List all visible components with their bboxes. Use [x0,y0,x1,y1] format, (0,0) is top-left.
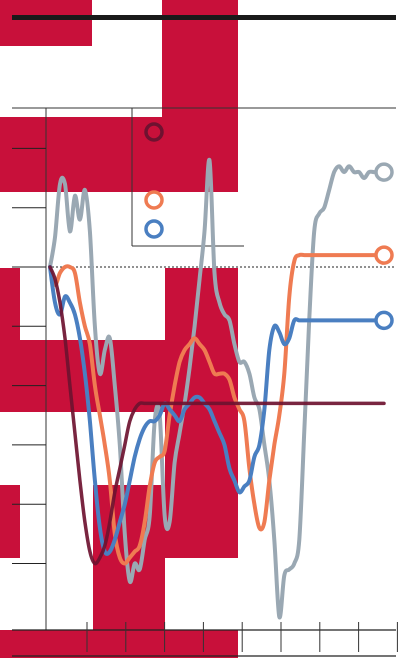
background-block [0,485,20,558]
y-axis-ticks [12,147,46,564]
series-line-dark [48,265,386,566]
end-marker-gray [374,162,394,182]
background-block [0,630,238,658]
legend-marker-dark [144,122,164,142]
series-line-gray [48,158,386,620]
end-markers [374,162,394,331]
end-marker-blue [374,310,394,331]
background-block [0,0,92,46]
x-axis-ticks [86,622,398,652]
legend [131,108,244,247]
series-layer [48,158,386,620]
series-line-orange [48,252,386,566]
end-marker-orange [374,245,394,265]
legend-marker-orange [144,190,164,210]
background-block [0,117,238,192]
legend-marker-blue [144,219,164,239]
series-line-blue [48,265,386,556]
top-rule [12,15,396,20]
background-blocks [0,0,238,658]
background-block [165,268,238,558]
